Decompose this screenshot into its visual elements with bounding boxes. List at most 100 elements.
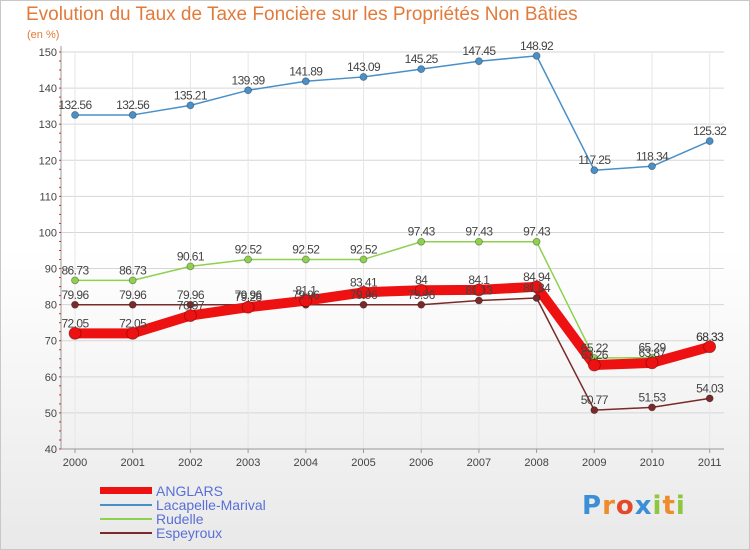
y-tick-label: 80: [45, 300, 57, 312]
data-point-anglars: [299, 294, 313, 308]
logo-letter: P: [582, 491, 603, 521]
data-point-rudelle: [301, 255, 310, 264]
data-point-espeyroux: [128, 300, 137, 309]
data-point-espeyroux: [186, 300, 195, 309]
data-point-lacapelle-marival: [359, 73, 368, 81]
data-label-lacapelle-marival: 118.34: [636, 149, 669, 163]
data-label-rudelle: 92.52: [235, 242, 263, 256]
data-point-espeyroux: [532, 294, 541, 302]
data-label-espeyroux: 81.13: [465, 284, 493, 298]
chart-legend: ANGLARS Lacapelle-Marival Rudelle Espeyr…: [100, 483, 360, 541]
data-label-espeyroux: 79.96: [408, 288, 436, 302]
data-label-anglars: 84.1: [468, 273, 490, 287]
y-tick-label: 100: [39, 227, 57, 239]
legend-label-anglars: ANGLARS: [156, 483, 223, 499]
data-label-rudelle: 65.29: [638, 341, 666, 355]
data-point-anglars: [241, 300, 255, 314]
data-point-anglars: [472, 283, 486, 297]
data-label-lacapelle-marival: 135.21: [174, 88, 208, 102]
data-label-rudelle: 97.43: [523, 225, 551, 239]
data-point-rudelle: [186, 262, 195, 271]
legend-label-lacapelle-marival: Lacapelle-Marival: [156, 497, 266, 513]
data-label-rudelle: 90.61: [177, 249, 205, 263]
data-point-lacapelle-marival: [244, 86, 253, 95]
legend-label-espeyroux: Espeyroux: [156, 525, 223, 541]
data-label-rudelle: 92.52: [350, 242, 378, 256]
legend-swatch-lacapelle-marival: [100, 504, 152, 506]
data-label-espeyroux: 50.77: [581, 393, 609, 407]
data-point-lacapelle-marival: [532, 51, 541, 60]
data-label-lacapelle-marival: 148.92: [520, 39, 554, 53]
y-tick-label: 140: [39, 83, 57, 95]
y-tick-label: 120: [39, 155, 57, 167]
data-point-rudelle: [417, 237, 426, 246]
legend-swatch-rudelle: [100, 518, 152, 520]
data-label-espeyroux: 79.96: [177, 288, 205, 302]
data-label-espeyroux: 79.96: [292, 288, 320, 302]
data-label-rudelle: 97.43: [408, 225, 436, 239]
x-tick-label: 2008: [524, 457, 548, 469]
logo-letter: t: [662, 491, 676, 521]
data-point-anglars: [587, 358, 601, 372]
data-label-anglars: 72.05: [61, 316, 89, 330]
data-label-espeyroux: 79.96: [61, 288, 89, 302]
data-label-rudelle: 68.33: [696, 330, 724, 344]
y-tick-label: 70: [45, 336, 57, 348]
data-point-lacapelle-marival: [186, 101, 195, 110]
data-label-anglars: 76.97: [177, 299, 205, 313]
data-label-lacapelle-marival: 139.39: [232, 73, 266, 87]
data-point-rudelle: [71, 276, 79, 285]
data-point-rudelle: [359, 255, 368, 264]
data-label-rudelle: 97.43: [465, 225, 493, 239]
legend-label-rudelle: Rudelle: [156, 511, 204, 527]
data-label-anglars: 63.87: [638, 346, 666, 360]
x-tick-label: 2000: [63, 457, 87, 469]
legend-item-anglars: ANGLARS: [100, 483, 360, 499]
y-tick-label: 40: [45, 444, 57, 456]
data-label-anglars: 83.41: [350, 275, 378, 289]
x-tick-label: 2001: [120, 457, 144, 469]
data-point-lacapelle-marival: [590, 166, 599, 175]
data-point-anglars: [414, 283, 428, 297]
data-point-espeyroux: [417, 300, 426, 309]
data-point-anglars: [645, 356, 659, 370]
data-label-espeyroux: 79.96: [350, 288, 378, 302]
legend-item-lacapelle-marival: Lacapelle-Marival: [100, 497, 360, 513]
proxiti-logo: Proxiti: [582, 491, 686, 521]
x-tick-label: 2004: [294, 457, 318, 469]
y-tick-label: 130: [39, 119, 57, 131]
data-point-espeyroux: [648, 403, 656, 412]
data-label-lacapelle-marival: 143.09: [347, 60, 381, 74]
series-line-espeyroux: [74, 297, 711, 411]
x-tick-label: 2006: [409, 457, 433, 469]
data-point-lacapelle-marival: [71, 111, 79, 119]
data-point-anglars: [126, 326, 140, 340]
data-label-espeyroux: 54.03: [696, 381, 724, 395]
data-label-espeyroux: 51.53: [638, 390, 666, 404]
data-label-anglars: 63.26: [581, 348, 609, 362]
logo-letter: r: [602, 491, 616, 521]
data-label-rudelle: 86.73: [61, 263, 89, 277]
y-tick-label: 60: [45, 372, 57, 384]
data-point-rudelle: [128, 276, 137, 285]
data-label-espeyroux: 79.96: [119, 288, 147, 302]
legend-item-espeyroux: Espeyroux: [100, 525, 360, 541]
logo-letter: i: [652, 491, 663, 521]
data-label-lacapelle-marival: 145.25: [405, 52, 439, 66]
data-label-lacapelle-marival: 125.32: [693, 124, 727, 138]
data-point-espeyroux: [359, 300, 368, 309]
y-tick-label: 110: [39, 191, 57, 203]
logo-letter: i: [675, 491, 686, 521]
data-point-espeyroux: [474, 296, 483, 305]
data-label-lacapelle-marival: 117.25: [578, 153, 611, 167]
x-tick-label: 2002: [178, 457, 202, 469]
data-label-lacapelle-marival: 132.56: [58, 98, 92, 112]
logo-letter: x: [634, 491, 653, 521]
data-point-lacapelle-marival: [474, 57, 483, 66]
x-tick-label: 2007: [467, 457, 491, 469]
data-label-rudelle: 65.22: [581, 341, 609, 355]
data-point-anglars: [357, 285, 370, 299]
data-label-anglars: 79.28: [235, 290, 263, 304]
data-label-lacapelle-marival: 132.56: [116, 98, 150, 112]
